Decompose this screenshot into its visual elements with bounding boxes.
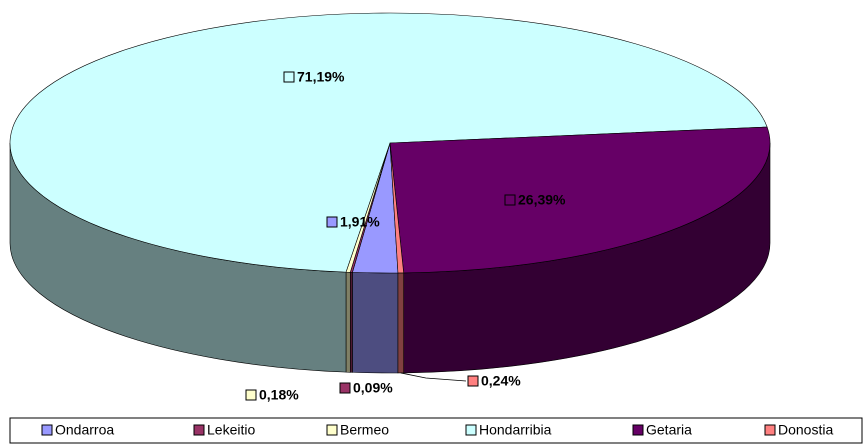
- slice: [9, 12, 768, 273]
- legend-swatch: [41, 424, 53, 436]
- legend-label: Lekeitio: [207, 422, 255, 438]
- legend-swatch: [764, 424, 776, 436]
- slice-side: [397, 272, 404, 374]
- slice: [389, 126, 771, 274]
- legend-swatch: [193, 424, 205, 436]
- data-label: 1,91%: [340, 214, 380, 230]
- legend-label: Bermeo: [340, 422, 389, 438]
- legend-box: [9, 417, 863, 444]
- legend-swatch: [465, 424, 477, 436]
- data-label: 26,39%: [518, 192, 566, 208]
- legend-swatch: [632, 424, 644, 436]
- legend-label: Donostia: [778, 422, 833, 438]
- data-label: 71,19%: [297, 69, 345, 85]
- data-label: 0,09%: [353, 380, 393, 396]
- legend-label: Hondarribia: [479, 422, 552, 438]
- legend-label: Ondarroa: [55, 422, 114, 438]
- data-label: 0,18%: [259, 387, 299, 403]
- slice-side: [349, 271, 353, 373]
- slice: [389, 142, 405, 274]
- data-label: 0,24%: [481, 373, 521, 389]
- label-marker: [504, 194, 516, 206]
- label-marker: [326, 216, 338, 228]
- leader-line: [400, 372, 467, 382]
- label-marker: [283, 71, 295, 83]
- legend-label: Getaria: [646, 422, 692, 438]
- label-marker: [339, 382, 351, 394]
- label-marker: [245, 389, 257, 401]
- slice-side: [345, 271, 351, 373]
- label-marker: [467, 375, 479, 387]
- slice-side: [352, 272, 399, 374]
- legend-swatch: [326, 424, 338, 436]
